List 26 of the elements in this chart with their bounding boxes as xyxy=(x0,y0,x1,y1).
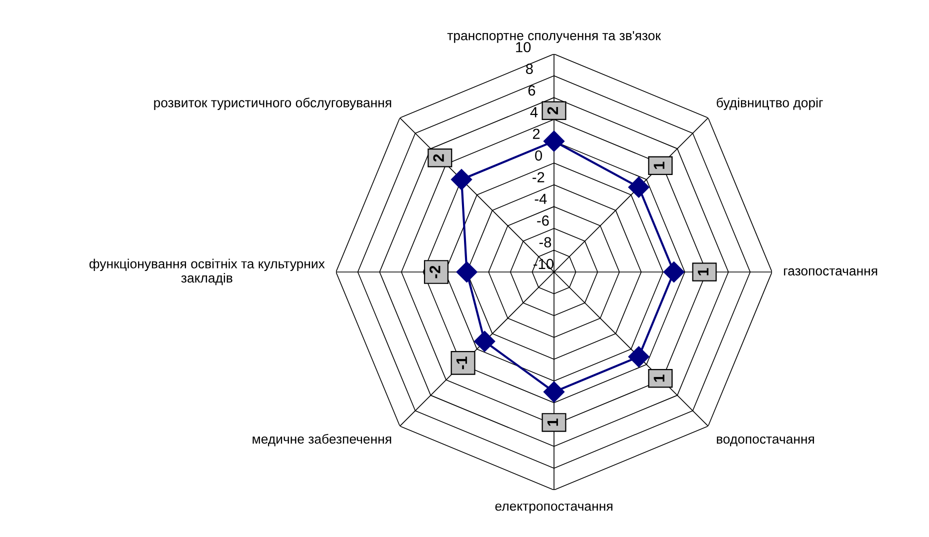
spoke-label: електропостачання xyxy=(495,504,612,514)
data-label: 1 xyxy=(654,374,664,382)
data-label: -1 xyxy=(456,356,467,370)
spoke-label: будівництво доріг xyxy=(716,98,823,110)
data-label: -2 xyxy=(430,266,440,278)
spoke-label: газопостачання xyxy=(784,268,878,276)
spoke-label: транспортне сполучення та зв'язок xyxy=(447,31,661,43)
spoke-label: розвиток туристичного обслуговування xyxy=(154,98,392,110)
data-label: 2 xyxy=(433,154,444,162)
spoke-label: медичне забезпечення xyxy=(252,434,392,446)
y-tick-label: 2 xyxy=(532,128,540,139)
y-tick-label: -2 xyxy=(532,172,544,182)
y-tick-label: -6 xyxy=(537,215,549,226)
y-tick-label: 10 xyxy=(516,42,531,52)
y-tick-label: 4 xyxy=(530,107,538,118)
data-label: 1 xyxy=(654,162,664,169)
spoke-label: функціонування освітніх та культурних закладів xyxy=(89,258,325,286)
data-label: 2 xyxy=(547,107,558,114)
y-tick-label: -8 xyxy=(539,237,552,248)
y-tick-label: 8 xyxy=(526,64,533,74)
y-tick-label: 0 xyxy=(535,150,542,161)
y-tick-label: -4 xyxy=(534,194,547,204)
data-label: 1 xyxy=(547,418,558,426)
data-label: 1 xyxy=(698,268,708,276)
spoke-label: водопостачання xyxy=(716,436,814,446)
y-tick-label: 6 xyxy=(528,85,536,96)
